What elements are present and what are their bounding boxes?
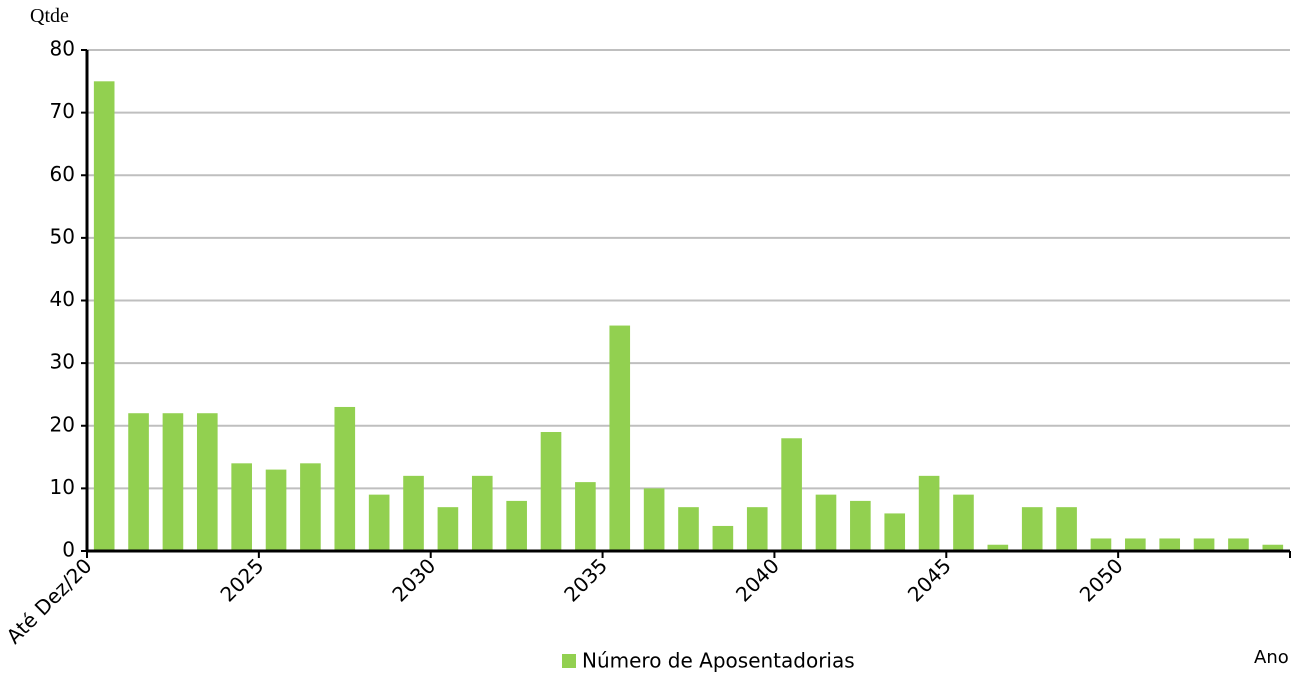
bar <box>850 500 871 551</box>
bar <box>712 525 734 551</box>
bar <box>162 413 184 551</box>
legend-swatch <box>562 654 576 668</box>
bar <box>643 488 665 551</box>
bar <box>609 325 631 551</box>
bar <box>231 463 252 551</box>
bar <box>987 544 1009 551</box>
x-tick-label: 2045 <box>903 554 956 607</box>
x-tick-label: Até Dez/20 <box>2 554 97 649</box>
bar <box>575 482 596 551</box>
bar <box>1056 507 1077 551</box>
bar <box>368 494 390 551</box>
y-tick-label: 60 <box>50 162 75 186</box>
y-axis-label: Qtde <box>30 5 69 27</box>
bar <box>437 507 459 551</box>
bar <box>540 432 562 551</box>
y-tick-label: 0 <box>62 538 75 562</box>
bar <box>265 469 287 551</box>
x-tick-label: 2040 <box>731 554 784 607</box>
legend-label: Número de Aposentadorias <box>582 649 855 673</box>
bar <box>781 438 802 551</box>
bar <box>1262 544 1284 551</box>
bar <box>815 494 837 551</box>
bar <box>1193 538 1215 551</box>
bar <box>196 413 218 551</box>
bar <box>93 81 115 551</box>
bar <box>1021 507 1043 551</box>
bar <box>334 406 356 551</box>
bar <box>746 507 768 551</box>
y-tick-label: 80 <box>50 37 75 61</box>
bar <box>471 475 493 551</box>
x-tick-label: 2035 <box>559 554 612 607</box>
x-axis-label: Ano <box>1254 647 1289 668</box>
y-tick-label: 20 <box>50 412 75 436</box>
x-tick-label: 2030 <box>387 554 440 607</box>
bar <box>1228 538 1249 551</box>
bar <box>953 494 974 551</box>
y-tick-label: 50 <box>50 224 75 248</box>
bar <box>128 413 149 551</box>
bar <box>1125 538 1146 551</box>
bar <box>918 475 940 551</box>
y-tick-label: 40 <box>50 287 75 311</box>
y-tick-label: 30 <box>50 350 75 374</box>
y-tick-label: 10 <box>50 475 75 499</box>
y-tick-label: 70 <box>50 99 75 123</box>
bar <box>403 475 424 551</box>
bar <box>506 500 527 551</box>
x-tick-label: 2025 <box>215 554 268 607</box>
bar <box>1159 538 1181 551</box>
bar <box>884 513 906 551</box>
bar <box>1090 538 1112 551</box>
bar <box>678 507 699 551</box>
bar <box>300 463 321 551</box>
x-tick-label: 2050 <box>1075 554 1128 607</box>
